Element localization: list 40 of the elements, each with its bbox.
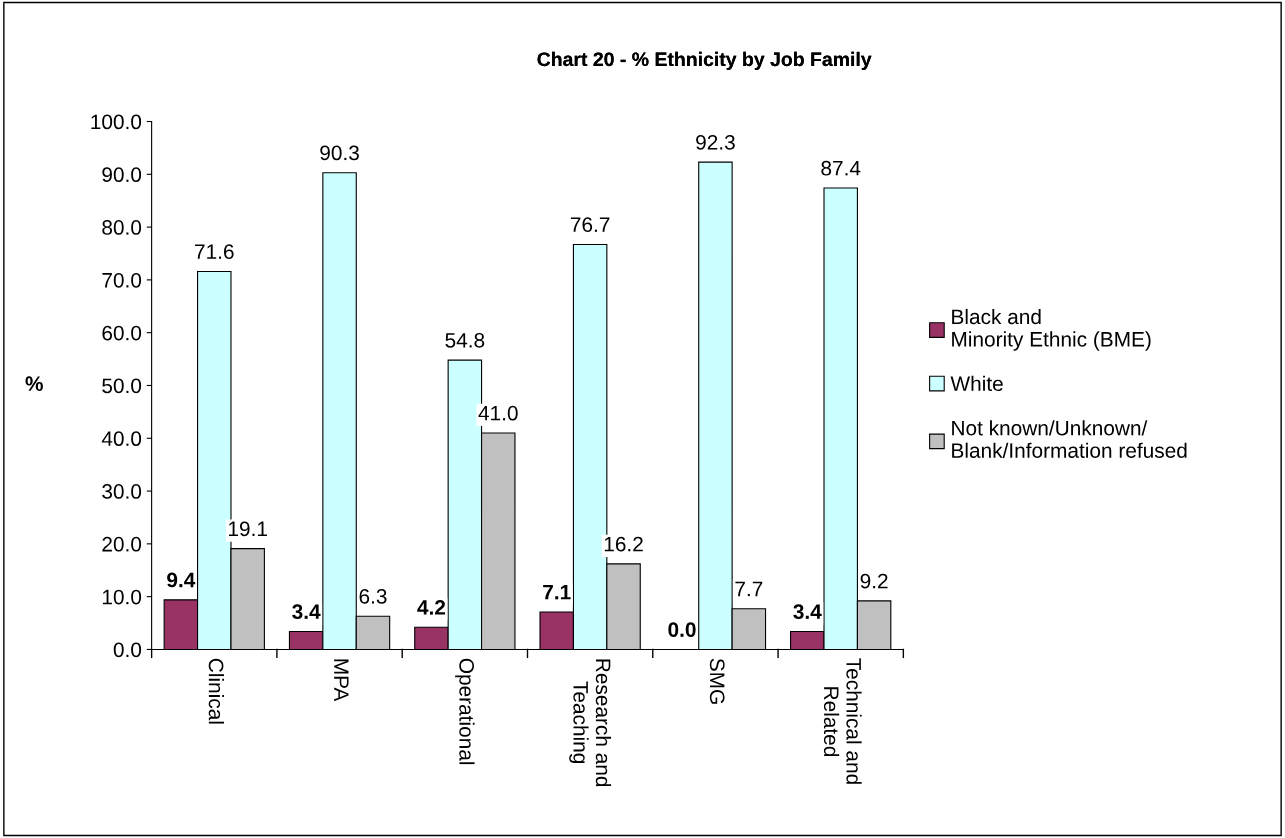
x-tick-label: Technical and Related — [823, 658, 862, 784]
data-label: 41.0 — [478, 405, 518, 421]
y-tick-label: 40.0 — [101, 431, 142, 447]
data-label: 9.2 — [860, 573, 888, 589]
data-label: 54.8 — [445, 332, 485, 348]
data-label: 16.2 — [604, 536, 643, 552]
y-tick-label: 70.0 — [102, 272, 142, 288]
data-label: 7.7 — [735, 581, 763, 597]
y-axis-title: % — [25, 376, 43, 392]
data-label: 90.3 — [320, 145, 359, 161]
x-tick-label: SMG — [709, 658, 725, 704]
data-label: 3.4 — [793, 604, 822, 620]
data-label: 92.3 — [696, 134, 735, 150]
x-tick-label: Clinical — [208, 658, 224, 724]
y-tick-label: 30.0 — [102, 484, 142, 499]
data-label: 3.4 — [292, 604, 321, 620]
data-label: 0.0 — [668, 622, 696, 637]
y-tick-label: 80.0 — [102, 220, 142, 235]
legend-label: Not known/Unknown/ Blank/Information refused — [952, 420, 1187, 458]
data-label: 4.2 — [417, 600, 446, 615]
data-label: 71.6 — [195, 244, 234, 259]
x-tick-label: Operational — [455, 658, 475, 765]
y-tick-label: 10.0 — [102, 589, 142, 605]
data-label: 9.4 — [167, 572, 196, 588]
chart-title: Chart 20 - % Ethnicity by Job Family — [537, 51, 872, 70]
x-tick-label: Research and Teaching — [569, 659, 612, 787]
data-label: 87.4 — [821, 160, 861, 176]
x-tick-label: MPA — [334, 659, 349, 702]
data-label: 7.1 — [543, 584, 571, 600]
legend-label: White — [950, 375, 1003, 392]
y-tick-label: 20.0 — [102, 536, 142, 552]
y-tick-label: 90.0 — [102, 167, 142, 183]
data-label: 76.7 — [570, 217, 610, 233]
data-label: 6.3 — [359, 588, 387, 604]
y-tick-label: 0.0 — [113, 642, 142, 658]
data-label: 19.1 — [229, 521, 267, 537]
y-tick-label: 100.0 — [91, 114, 142, 130]
legend-label: Black and Minority Ethnic (BME) — [952, 308, 1151, 351]
y-tick-label: 50.0 — [102, 378, 142, 394]
y-tick-label: 60.0 — [102, 325, 142, 341]
